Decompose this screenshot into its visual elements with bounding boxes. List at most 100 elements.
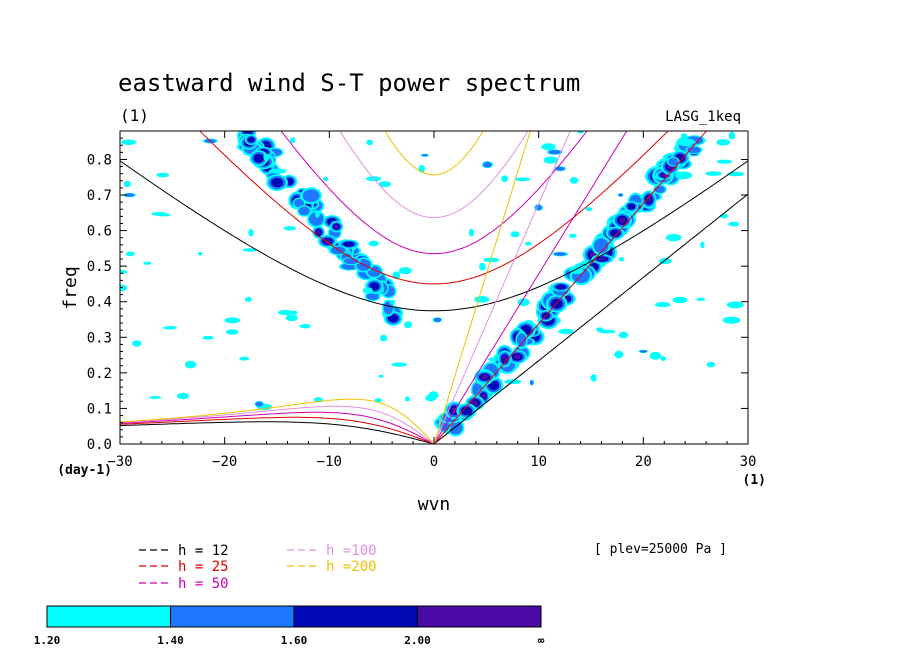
power-cell — [728, 221, 740, 227]
power-cell — [162, 326, 178, 330]
colorbar-label: 1.60 — [281, 634, 308, 647]
power-cell — [404, 321, 413, 329]
power-cell — [278, 309, 294, 316]
power-cell — [554, 252, 567, 256]
power-cell — [362, 287, 373, 294]
power-cell — [555, 166, 565, 171]
power-cell — [501, 175, 509, 182]
power-cell — [156, 172, 169, 178]
power-cell — [428, 391, 439, 400]
power-cell — [479, 262, 486, 271]
power-cell — [660, 356, 667, 361]
power-cell — [728, 131, 736, 140]
power-cell — [389, 299, 396, 305]
power-cell — [242, 248, 257, 252]
er-curve — [120, 398, 435, 444]
legend-label: h = 12 — [178, 543, 229, 559]
y-tick-label: 0.4 — [87, 295, 112, 311]
power-cell — [126, 251, 135, 257]
power-cell — [525, 241, 532, 246]
power-cell — [569, 233, 577, 238]
power-cell — [120, 284, 128, 292]
kelvin-curve — [433, 131, 708, 444]
power-cell — [334, 224, 339, 229]
dispersion-curves — [120, 131, 748, 444]
x-tick-label: −20 — [212, 454, 237, 470]
power-cell — [474, 296, 490, 303]
x-axis: −30 −20 −10 0 10 20 30 — [107, 131, 756, 470]
power-cell — [143, 261, 152, 265]
power-cell — [668, 157, 679, 166]
legend-label: h =100 — [326, 543, 377, 559]
x-unit-label: (1) — [743, 473, 766, 488]
power-cell — [614, 350, 624, 359]
y-tick-label: 0.8 — [87, 152, 112, 168]
power-cell — [530, 380, 534, 385]
colorbar-segment — [170, 605, 295, 628]
colorbar-segment — [417, 605, 542, 628]
power-cell — [618, 257, 625, 262]
power-cell — [387, 314, 399, 323]
power-cell — [383, 301, 394, 315]
power-cell — [558, 328, 574, 335]
power-cell — [255, 401, 263, 407]
power-cell — [514, 177, 531, 182]
y-axis-label: freq — [60, 266, 81, 309]
colorbar-segment — [293, 605, 418, 628]
power-cell — [368, 240, 380, 247]
y-tick-label: 0.6 — [87, 224, 112, 240]
power-cell — [609, 229, 621, 237]
er-curve — [120, 416, 435, 444]
power-cell — [123, 180, 131, 188]
power-cell — [627, 203, 636, 210]
er-curve — [120, 405, 435, 444]
power-cell — [555, 284, 567, 290]
power-cell — [569, 267, 584, 275]
power-cell — [590, 374, 597, 382]
power-cell — [247, 136, 255, 143]
y-tick-label: 0.2 — [87, 366, 112, 382]
y-axis: 0.0 0.1 0.2 0.3 0.4 0.5 0.6 0.7 0.8 — [87, 137, 748, 453]
legend-label: h = 25 — [178, 559, 229, 575]
colorbar-label: 2.00 — [404, 634, 431, 647]
power-cell — [283, 226, 296, 231]
power-cell — [198, 251, 203, 256]
power-cell — [541, 143, 556, 151]
x-tick-label: 10 — [530, 454, 547, 470]
power-cell — [248, 229, 254, 237]
er-curve — [120, 411, 435, 444]
power-cell — [483, 161, 492, 168]
power-cell — [398, 267, 412, 275]
y-tick-label: 0.1 — [87, 401, 112, 417]
power-cell — [374, 398, 382, 403]
power-cell — [366, 139, 374, 146]
y-tick-label: 0.3 — [87, 330, 112, 346]
y-tick-label: 0.0 — [87, 437, 112, 453]
power-cell — [543, 156, 559, 164]
kelvin-curve — [433, 193, 748, 444]
power-cell — [716, 139, 731, 146]
y-unit-label: (day-1) — [57, 463, 112, 478]
power-cell — [151, 212, 168, 216]
power-cell — [202, 335, 214, 340]
power-cell — [404, 396, 410, 402]
power-cell — [665, 233, 682, 242]
power-cell — [598, 257, 607, 261]
power-cell — [502, 355, 508, 362]
power-cell — [706, 361, 716, 368]
power-cell — [618, 193, 623, 197]
ig-curve — [384, 131, 484, 176]
legend-label: h =200 — [326, 559, 377, 575]
power-cell — [269, 168, 287, 174]
power-cell — [391, 362, 408, 367]
power-cell — [316, 230, 321, 235]
power-cell — [639, 350, 647, 353]
power-cell — [343, 241, 355, 247]
power-cell — [271, 177, 284, 188]
colorbar-label: ∞ — [538, 634, 545, 647]
power-cell — [224, 317, 241, 324]
power-cell — [302, 189, 320, 203]
power-cell — [468, 228, 474, 237]
power-cell — [687, 146, 701, 154]
power-cell — [593, 238, 609, 254]
